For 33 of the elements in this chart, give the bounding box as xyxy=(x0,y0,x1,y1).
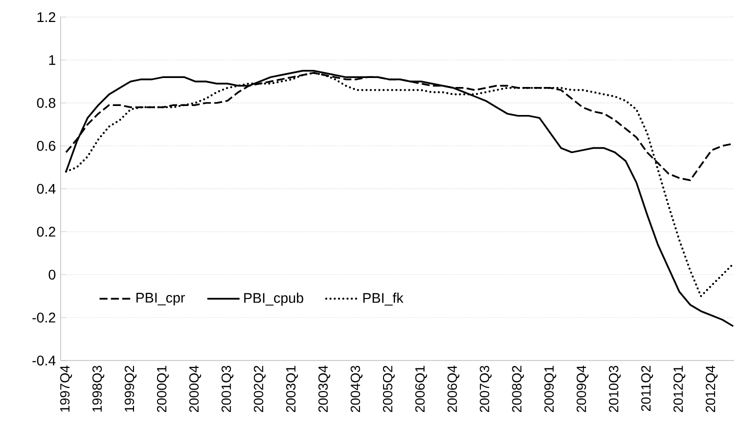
x-tick-label: 2001Q3 xyxy=(222,366,234,412)
x-tick-label: 2007Q3 xyxy=(480,366,492,412)
x-tick-label: 2004Q3 xyxy=(350,366,363,412)
x-tick-label: 2000Q1 xyxy=(156,366,169,412)
x-tick-label: 2008Q2 xyxy=(512,366,524,412)
y-tick-label: 0.8 xyxy=(37,98,56,108)
x-tick-label: 2006Q1 xyxy=(415,366,428,412)
y-tick-label: -0.4 xyxy=(32,356,56,366)
x-tick-label: 2012Q4 xyxy=(706,366,718,412)
x-tick-label: 2002Q2 xyxy=(254,366,266,412)
x-tick-label: 2006Q4 xyxy=(448,366,460,412)
y-tick-label: 0.6 xyxy=(37,140,56,151)
y-tick-label: 0 xyxy=(48,270,56,280)
x-tick-label: 2003Q4 xyxy=(318,366,330,412)
x-tick-label: 2005Q2 xyxy=(382,366,395,412)
x-tick-label: 2010Q3 xyxy=(608,366,621,412)
y-tick-label: 0.2 xyxy=(37,226,56,237)
x-tick-label: 1998Q3 xyxy=(92,366,104,412)
x-tick-label: 2011Q2 xyxy=(641,366,654,412)
legend-label: PBI_cpr xyxy=(136,292,185,306)
x-tick-label: 2000Q4 xyxy=(189,366,202,412)
x-tick-label: 2003Q1 xyxy=(286,366,298,412)
x-tick-label: 1999Q2 xyxy=(124,366,137,412)
y-tick-label: 0.4 xyxy=(37,184,56,194)
y-tick-label: 1.2 xyxy=(38,12,56,22)
x-tick-label: 2012Q1 xyxy=(673,366,686,412)
legend-label: PBI_fk xyxy=(363,292,404,306)
x-tick-label: 2009Q4 xyxy=(576,366,588,412)
x-tick-label: 2009Q1 xyxy=(544,366,556,412)
legend-label: PBI_cpub xyxy=(244,292,304,306)
y-tick-label: 1 xyxy=(49,55,56,65)
y-tick-label: -0.2 xyxy=(32,312,56,323)
x-tick-label: 1997Q4 xyxy=(60,366,72,412)
